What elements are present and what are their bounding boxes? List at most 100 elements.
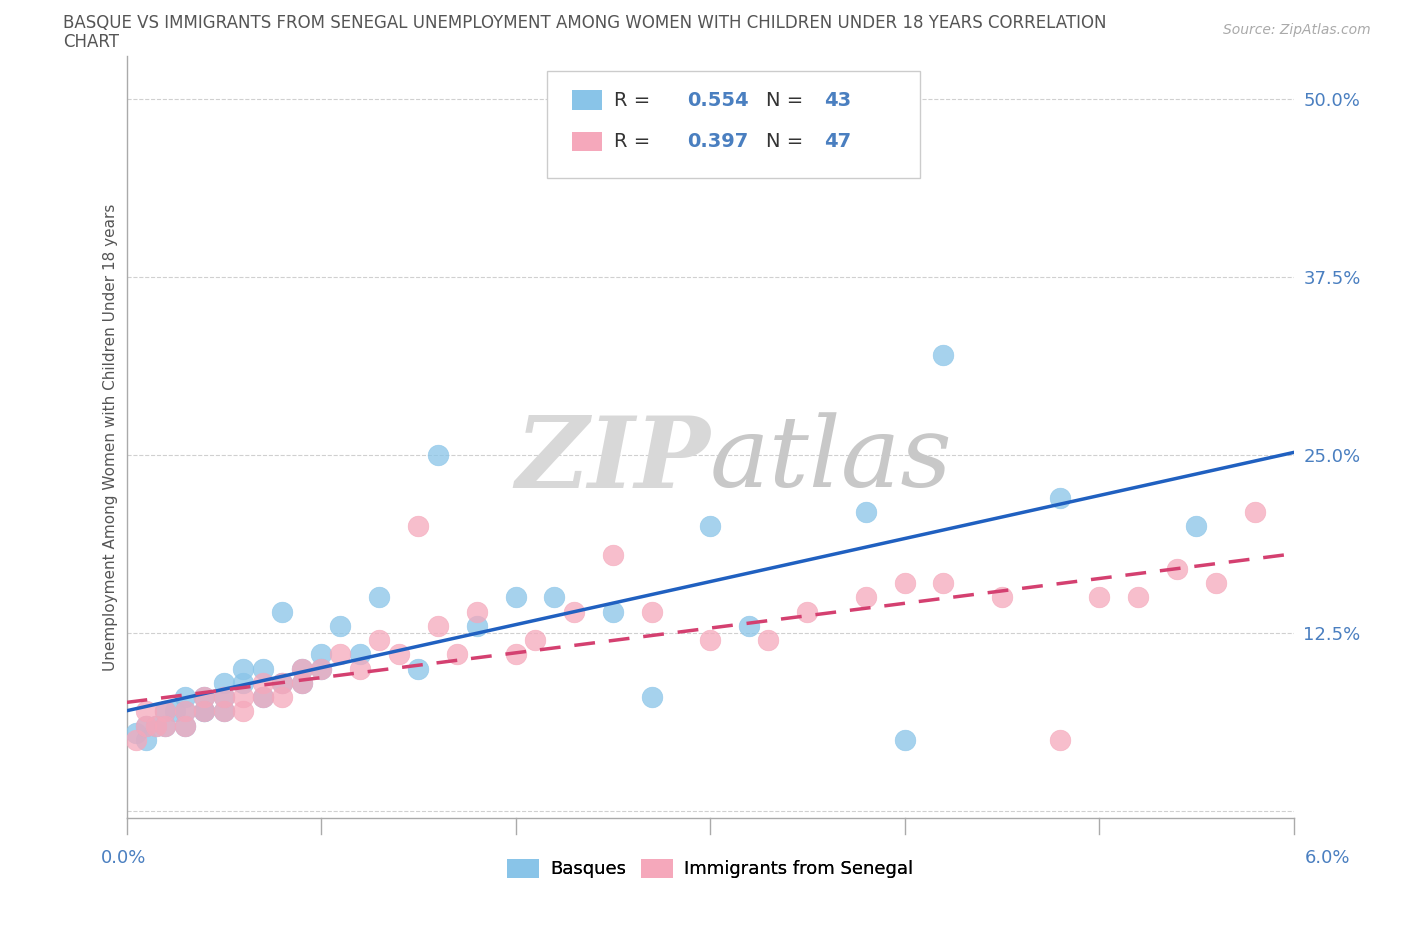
Text: 0.554: 0.554 <box>686 90 748 110</box>
Point <box>290 675 312 690</box>
Point <box>290 661 312 676</box>
Point <box>212 675 235 690</box>
FancyBboxPatch shape <box>572 90 602 110</box>
Point <box>145 718 167 733</box>
Point <box>465 618 488 633</box>
Point <box>252 675 274 690</box>
Point <box>193 704 215 719</box>
Point <box>329 647 352 662</box>
Point <box>232 690 254 705</box>
Point <box>193 704 215 719</box>
Text: 43: 43 <box>824 90 852 110</box>
Point <box>1185 519 1208 534</box>
Point <box>193 704 215 719</box>
Point <box>135 704 157 719</box>
Point <box>232 661 254 676</box>
Point <box>524 632 547 647</box>
Point <box>1049 733 1071 748</box>
Point <box>252 661 274 676</box>
Text: R =: R = <box>614 90 657 110</box>
Point <box>738 618 761 633</box>
Point <box>125 733 148 748</box>
Text: Source: ZipAtlas.com: Source: ZipAtlas.com <box>1223 23 1371 37</box>
Text: 0.0%: 0.0% <box>101 849 146 867</box>
Legend: Basques, Immigrants from Senegal: Basques, Immigrants from Senegal <box>499 852 921 885</box>
Point <box>155 718 177 733</box>
Text: 6.0%: 6.0% <box>1305 849 1350 867</box>
Point <box>446 647 468 662</box>
Point <box>1088 590 1111 604</box>
Point <box>855 590 877 604</box>
Point <box>1126 590 1149 604</box>
Point <box>135 733 157 748</box>
Point <box>855 504 877 519</box>
FancyBboxPatch shape <box>572 132 602 151</box>
Text: BASQUE VS IMMIGRANTS FROM SENEGAL UNEMPLOYMENT AMONG WOMEN WITH CHILDREN UNDER 1: BASQUE VS IMMIGRANTS FROM SENEGAL UNEMPL… <box>63 14 1107 32</box>
Point <box>174 690 197 705</box>
Text: atlas: atlas <box>710 412 953 508</box>
Point <box>271 690 294 705</box>
Point <box>426 618 449 633</box>
Point <box>562 604 585 619</box>
Point <box>290 661 312 676</box>
FancyBboxPatch shape <box>547 71 920 178</box>
Text: N =: N = <box>766 132 810 151</box>
Point <box>699 632 721 647</box>
Point <box>212 704 235 719</box>
Point <box>1166 562 1188 577</box>
Point <box>212 690 235 705</box>
Point <box>602 547 624 562</box>
Point <box>155 704 177 719</box>
Text: 47: 47 <box>824 132 852 151</box>
Point <box>893 733 915 748</box>
Point <box>796 604 818 619</box>
Point <box>271 675 294 690</box>
Point <box>641 690 664 705</box>
Text: ZIP: ZIP <box>515 412 710 508</box>
Point <box>155 718 177 733</box>
Point <box>329 618 352 633</box>
Point <box>174 704 197 719</box>
Point <box>309 661 332 676</box>
Point <box>990 590 1012 604</box>
Y-axis label: Unemployment Among Women with Children Under 18 years: Unemployment Among Women with Children U… <box>103 204 118 671</box>
Text: 0.397: 0.397 <box>686 132 748 151</box>
Point <box>165 704 187 719</box>
Text: R =: R = <box>614 132 657 151</box>
Point <box>505 590 527 604</box>
Point <box>271 604 294 619</box>
Point <box>232 704 254 719</box>
Point <box>135 718 157 733</box>
Point <box>426 447 449 462</box>
Point <box>252 690 274 705</box>
Point <box>125 725 148 740</box>
Point <box>1049 490 1071 505</box>
Point <box>641 604 664 619</box>
Point <box>309 647 332 662</box>
Point <box>349 647 371 662</box>
Point <box>174 718 197 733</box>
Point <box>193 690 215 705</box>
Point <box>174 704 197 719</box>
Point <box>155 704 177 719</box>
Point <box>193 690 215 705</box>
Point <box>699 519 721 534</box>
Point <box>252 690 274 705</box>
Point <box>309 661 332 676</box>
Text: CHART: CHART <box>63 33 120 50</box>
Point <box>932 348 955 363</box>
Point <box>271 675 294 690</box>
Point <box>465 604 488 619</box>
Point <box>756 632 779 647</box>
Point <box>349 661 371 676</box>
Text: N =: N = <box>766 90 810 110</box>
Point <box>1205 576 1227 591</box>
Point <box>408 661 430 676</box>
Point <box>388 647 411 662</box>
Point <box>368 590 391 604</box>
Point <box>505 647 527 662</box>
Point <box>602 604 624 619</box>
Point <box>290 675 312 690</box>
Point <box>232 675 254 690</box>
Point <box>893 576 915 591</box>
